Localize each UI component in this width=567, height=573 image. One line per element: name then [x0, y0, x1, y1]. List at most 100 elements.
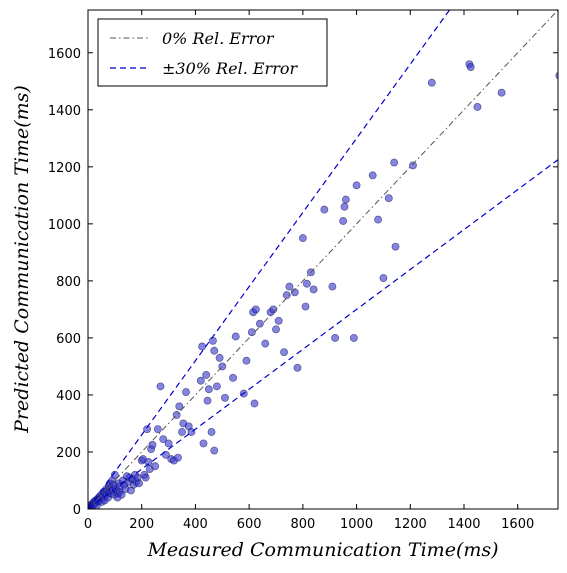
data-point — [151, 462, 160, 471]
y-tick-label: 1200 — [48, 161, 81, 176]
data-point — [497, 88, 506, 97]
data-point — [390, 158, 399, 167]
data-point — [309, 285, 318, 294]
data-point — [466, 63, 475, 71]
data-point — [274, 316, 283, 325]
data-point — [384, 194, 393, 203]
data-point — [196, 376, 205, 385]
data-point — [328, 282, 337, 291]
data-point — [229, 373, 237, 382]
data-point — [368, 171, 377, 180]
plot-frame — [87, 9, 559, 510]
data-point — [379, 274, 388, 282]
data-point — [135, 479, 143, 488]
data-point — [156, 382, 165, 391]
data-point — [153, 425, 162, 434]
y-tick-label: 800 — [56, 275, 81, 290]
data-point — [110, 470, 119, 479]
y-tick-labels: 0 200 400 600 800 1000 1200 1400 1600 — [48, 47, 81, 518]
x-tick-label: 1600 — [501, 517, 534, 532]
points-layer — [88, 60, 558, 509]
data-point — [164, 439, 173, 448]
data-point — [221, 393, 229, 402]
data-point — [298, 234, 307, 243]
y-tick-label: 200 — [56, 446, 81, 461]
data-point — [391, 242, 400, 251]
data-point — [143, 425, 152, 434]
data-point — [207, 428, 216, 436]
data-point — [212, 382, 221, 391]
plus-thirty-error-line — [88, 10, 451, 509]
y-tick-label: 1600 — [48, 47, 81, 62]
reference-lines — [88, 10, 558, 509]
data-point — [250, 399, 259, 408]
data-point — [210, 446, 219, 455]
y-tick-label: 400 — [56, 389, 81, 404]
data-point — [282, 291, 291, 300]
data-point — [242, 356, 251, 365]
axis-ticks — [87, 10, 558, 510]
data-point — [231, 332, 240, 341]
data-point — [331, 333, 340, 342]
minus-thirty-error-line — [88, 159, 558, 509]
legend: 0% Rel. Error ±30% Rel. Error — [97, 18, 328, 87]
data-point — [352, 181, 361, 190]
data-point — [409, 161, 417, 170]
x-tick-label: 1000 — [340, 517, 373, 532]
data-point — [272, 325, 280, 334]
data-point — [261, 339, 270, 348]
y-tick-label: 1400 — [48, 104, 81, 119]
data-point — [215, 353, 224, 362]
data-point — [269, 305, 278, 314]
data-point — [203, 396, 212, 405]
data-point — [280, 348, 289, 357]
x-tick-label: 1200 — [394, 517, 427, 532]
data-point — [555, 71, 558, 80]
data-point — [159, 435, 168, 444]
legend-label-thirty-error: ±30% Rel. Error — [162, 59, 298, 78]
zero-error-line — [88, 10, 558, 509]
data-point — [293, 363, 302, 372]
data-point — [178, 428, 186, 436]
data-point — [175, 402, 184, 411]
data-point — [427, 78, 436, 87]
x-tick-label: 0 — [84, 517, 92, 532]
data-point — [202, 371, 211, 379]
x-tick-label: 600 — [237, 517, 262, 532]
data-point — [208, 336, 217, 345]
data-point — [251, 305, 260, 314]
x-tick-labels: 0 200 400 600 800 1000 1200 1400 1600 — [84, 517, 534, 532]
data-point — [141, 473, 150, 482]
data-point — [290, 288, 299, 297]
data-point — [210, 346, 219, 355]
x-tick-label: 800 — [290, 517, 315, 532]
y-tick-label: 600 — [56, 332, 81, 347]
data-point — [340, 202, 349, 211]
data-point — [341, 195, 350, 204]
data-point — [301, 302, 310, 311]
data-point — [182, 388, 190, 397]
x-tick-label: 400 — [183, 517, 208, 532]
data-point — [349, 333, 358, 342]
y-axis-label: Predicted Communication Time(ms) — [11, 85, 33, 434]
data-point — [255, 319, 264, 328]
x-axis-label: Measured Communication Time(ms) — [146, 539, 498, 561]
data-point — [339, 217, 348, 225]
x-tick-label: 1400 — [447, 517, 480, 532]
data-point — [198, 342, 207, 351]
data-point — [473, 102, 482, 111]
data-point — [285, 282, 294, 291]
data-point — [117, 490, 126, 499]
data-point — [374, 215, 383, 224]
data-point — [302, 279, 311, 288]
data-point — [148, 440, 157, 449]
data-point — [199, 439, 208, 448]
data-point — [174, 453, 182, 462]
y-tick-label: 0 — [73, 503, 81, 518]
data-point — [320, 205, 329, 214]
x-tick-label: 200 — [129, 517, 154, 532]
data-point — [204, 385, 213, 394]
y-tick-label: 1000 — [48, 218, 81, 233]
data-point — [247, 328, 256, 337]
